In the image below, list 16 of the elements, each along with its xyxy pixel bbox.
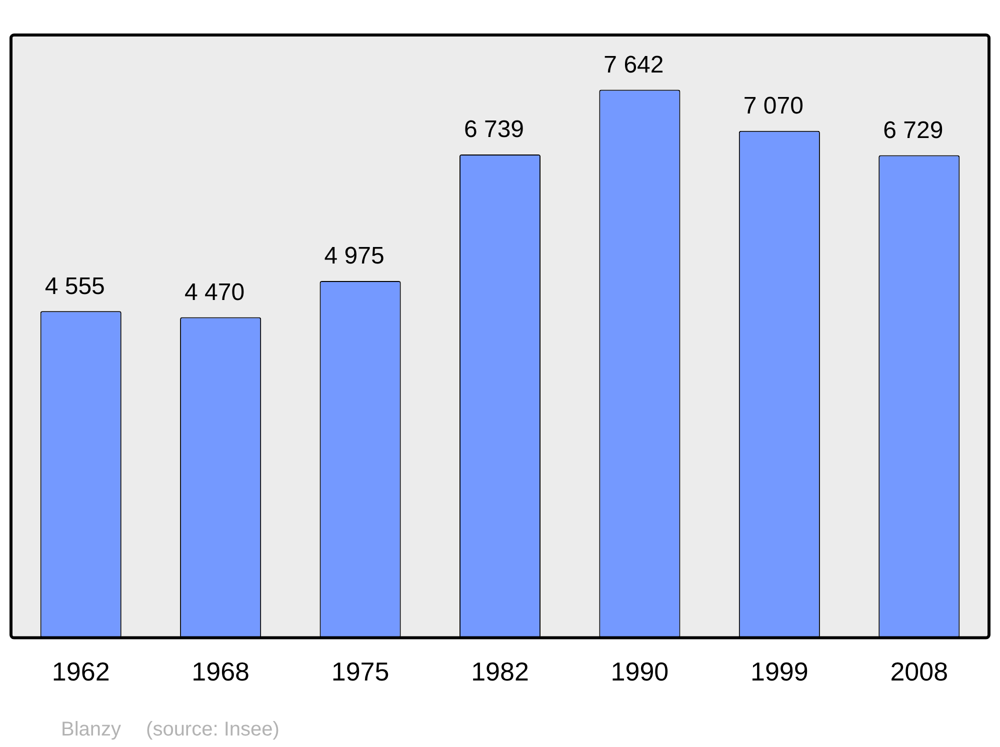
text: Blanzy: [61, 718, 122, 741]
data-label: 4 555: [44, 272, 105, 300]
x-tick-label: 1968: [192, 656, 250, 687]
x-tick-label: 1982: [471, 656, 529, 687]
x-tick-label: 1962: [52, 656, 110, 687]
data-label: 4 975: [324, 242, 384, 270]
x-tick-label: 1990: [610, 656, 669, 687]
data-label: 7 070: [743, 92, 804, 120]
data-label: 6 729: [883, 116, 944, 144]
x-tick-label: 2008: [890, 656, 948, 687]
x-tick-label: 1999: [750, 656, 808, 687]
data-label: 6 739: [464, 116, 524, 144]
x-tick-label: 1975: [331, 656, 390, 687]
data-label: 7 642: [604, 51, 664, 78]
data-label: 4 470: [184, 278, 245, 306]
text: (source: Insee): [146, 718, 280, 741]
